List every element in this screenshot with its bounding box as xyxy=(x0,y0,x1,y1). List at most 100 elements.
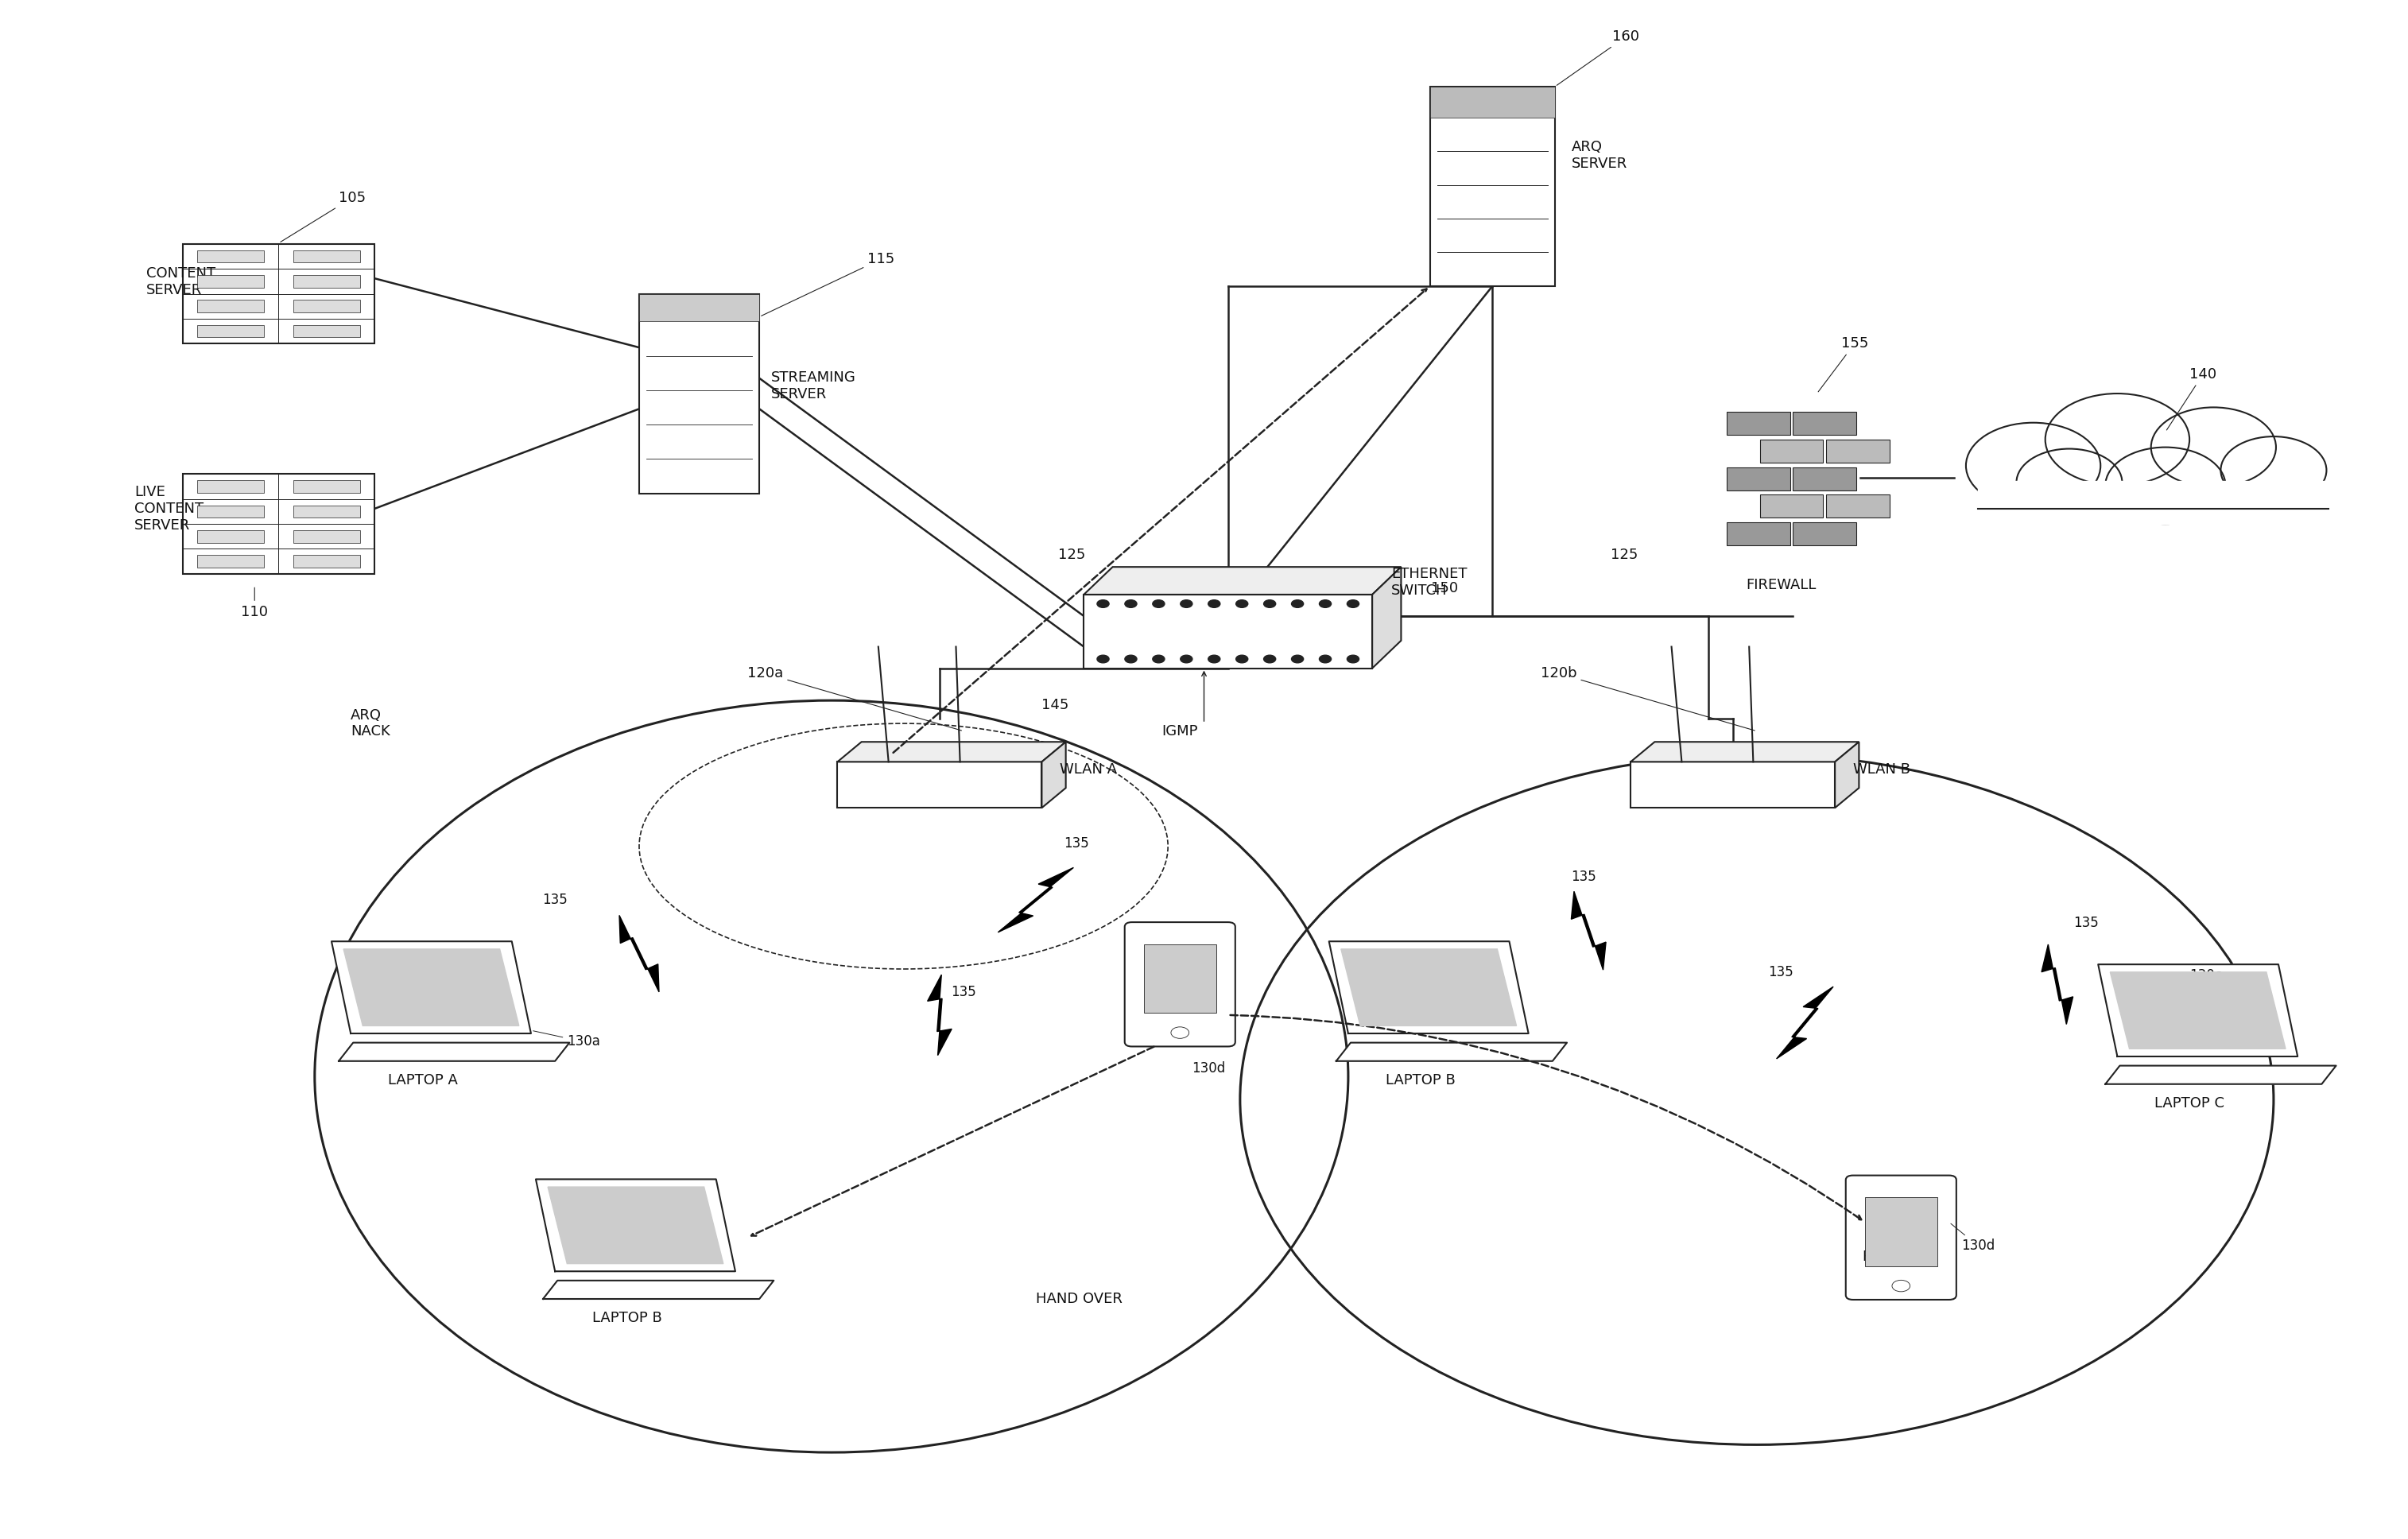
Text: WLAN A: WLAN A xyxy=(1060,762,1117,777)
Bar xyxy=(294,480,361,492)
Text: STREAMING
SERVER: STREAMING SERVER xyxy=(771,371,857,402)
Circle shape xyxy=(1346,600,1358,608)
Text: WLAN B: WLAN B xyxy=(1854,762,1910,777)
Polygon shape xyxy=(544,1280,773,1299)
Text: ARQ
NACK: ARQ NACK xyxy=(352,708,390,739)
Text: HAND OVER: HAND OVER xyxy=(1035,1291,1122,1307)
Text: 125: 125 xyxy=(1057,548,1086,562)
Text: 130d: 130d xyxy=(1950,1224,1994,1253)
Bar xyxy=(1864,1197,1936,1267)
Bar xyxy=(294,325,361,337)
Circle shape xyxy=(1125,600,1137,608)
Text: 160: 160 xyxy=(1556,29,1640,85)
Text: 155: 155 xyxy=(1818,337,1869,392)
Bar xyxy=(1630,762,1835,808)
Text: 130b: 130b xyxy=(650,1196,698,1244)
Polygon shape xyxy=(1777,986,1832,1059)
Bar xyxy=(197,275,265,288)
Circle shape xyxy=(2150,408,2276,488)
Text: 150: 150 xyxy=(1430,582,1457,596)
Circle shape xyxy=(1180,656,1192,663)
Text: ETHERNET
SWITCH: ETHERNET SWITCH xyxy=(1392,566,1466,597)
Bar xyxy=(638,294,759,322)
Bar xyxy=(183,243,376,343)
Polygon shape xyxy=(619,916,660,993)
Bar xyxy=(197,325,265,337)
Text: LIVE
CONTENT
SERVER: LIVE CONTENT SERVER xyxy=(135,485,205,532)
Bar xyxy=(1794,412,1857,436)
Polygon shape xyxy=(1373,566,1401,668)
Bar xyxy=(197,480,265,492)
Circle shape xyxy=(1180,600,1192,608)
Polygon shape xyxy=(2042,945,2073,1025)
Bar xyxy=(1760,496,1823,517)
Bar xyxy=(638,294,759,494)
Bar xyxy=(294,505,361,517)
Text: 135: 135 xyxy=(542,893,568,906)
Text: LAPTOP B: LAPTOP B xyxy=(1385,1073,1454,1088)
Polygon shape xyxy=(1835,742,1859,808)
Bar xyxy=(183,474,376,574)
Text: 105: 105 xyxy=(279,191,366,242)
Circle shape xyxy=(2220,437,2326,503)
Text: 130d: 130d xyxy=(1192,1062,1226,1076)
Polygon shape xyxy=(1329,942,1529,1034)
Bar xyxy=(838,762,1043,808)
Polygon shape xyxy=(537,1179,734,1271)
Bar xyxy=(1430,86,1556,286)
Circle shape xyxy=(1153,656,1165,663)
Polygon shape xyxy=(549,1187,722,1264)
Bar xyxy=(294,556,361,568)
Circle shape xyxy=(1153,600,1165,608)
Circle shape xyxy=(1346,656,1358,663)
Bar xyxy=(294,531,361,543)
Text: LAPTOP A: LAPTOP A xyxy=(388,1073,458,1088)
Bar xyxy=(294,275,361,288)
Polygon shape xyxy=(2105,1065,2336,1083)
Bar xyxy=(1430,86,1556,117)
Text: 135: 135 xyxy=(2073,916,2100,930)
Circle shape xyxy=(1320,656,1332,663)
Polygon shape xyxy=(1630,742,1859,762)
Text: 130a: 130a xyxy=(532,1031,600,1050)
Polygon shape xyxy=(927,974,951,1056)
Circle shape xyxy=(1320,600,1332,608)
Bar xyxy=(1084,594,1373,668)
Circle shape xyxy=(1098,600,1110,608)
Circle shape xyxy=(1235,600,1247,608)
Text: 130b: 130b xyxy=(1397,957,1491,1007)
Text: 125: 125 xyxy=(1611,548,1637,562)
Text: 110: 110 xyxy=(241,588,267,619)
Bar xyxy=(197,300,265,312)
Text: FIREWALL: FIREWALL xyxy=(1746,577,1816,593)
Bar xyxy=(1727,522,1789,545)
Polygon shape xyxy=(1043,742,1067,808)
Bar xyxy=(197,556,265,568)
Polygon shape xyxy=(340,1042,568,1060)
Circle shape xyxy=(1291,600,1303,608)
Bar xyxy=(1760,440,1823,463)
Bar xyxy=(1144,943,1216,1013)
Circle shape xyxy=(1235,656,1247,663)
Polygon shape xyxy=(838,742,1067,762)
Polygon shape xyxy=(332,942,532,1034)
Bar xyxy=(1727,468,1789,491)
Bar xyxy=(294,251,361,263)
Circle shape xyxy=(1209,656,1221,663)
Text: 120a: 120a xyxy=(746,666,961,731)
Polygon shape xyxy=(2097,965,2297,1056)
Circle shape xyxy=(1125,656,1137,663)
Circle shape xyxy=(1209,600,1221,608)
Circle shape xyxy=(1965,423,2100,508)
Polygon shape xyxy=(2109,973,2285,1048)
Circle shape xyxy=(1264,656,1276,663)
Text: LAPTOP B: LAPTOP B xyxy=(592,1311,662,1325)
Circle shape xyxy=(2015,449,2121,516)
Polygon shape xyxy=(1570,891,1606,970)
FancyBboxPatch shape xyxy=(1125,922,1235,1047)
Bar xyxy=(197,251,265,263)
Polygon shape xyxy=(1977,482,2329,523)
Bar xyxy=(197,505,265,517)
Polygon shape xyxy=(344,950,520,1027)
Circle shape xyxy=(1098,656,1110,663)
